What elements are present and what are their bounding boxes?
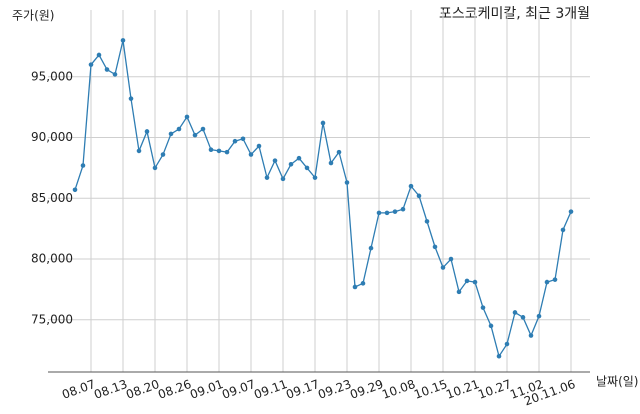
marker: [200, 126, 206, 132]
marker: [112, 72, 118, 77]
marker: [400, 206, 406, 212]
marker: [360, 281, 366, 286]
marker: [560, 227, 566, 233]
marker: [512, 310, 518, 315]
marker: [456, 289, 462, 295]
marker: [144, 129, 150, 134]
marker: [288, 161, 294, 167]
marker: [408, 183, 414, 189]
marker: [240, 136, 246, 142]
marker: [432, 244, 438, 250]
marker: [552, 277, 558, 282]
y-tick-label: 80,000: [31, 252, 73, 266]
marker: [264, 175, 270, 180]
marker: [504, 341, 510, 347]
marker: [152, 165, 158, 171]
marker: [88, 62, 94, 67]
marker: [208, 147, 214, 152]
marker: [120, 38, 126, 43]
marker: [136, 148, 142, 154]
marker: [368, 245, 374, 251]
marker: [184, 114, 190, 120]
x-axis-label: 날짜(일): [596, 375, 638, 389]
marker: [80, 163, 86, 168]
marker: [336, 149, 342, 155]
marker: [168, 131, 174, 137]
y-tick-label: 85,000: [31, 191, 73, 205]
chart-title: 포스코케미칼, 최근 3개월: [439, 6, 590, 22]
marker: [224, 149, 230, 155]
marker: [384, 210, 390, 216]
marker: [232, 138, 238, 144]
marker: [520, 315, 526, 320]
marker: [424, 219, 430, 224]
marker: [464, 278, 470, 284]
marker: [104, 67, 110, 72]
marker: [176, 126, 182, 132]
marker: [280, 176, 286, 182]
marker: [568, 209, 574, 214]
marker: [272, 158, 278, 163]
y-tick-label: 95,000: [31, 69, 73, 83]
marker: [248, 152, 254, 157]
marker: [448, 256, 454, 262]
y-axis-label: 주가(원): [12, 9, 54, 23]
marker: [320, 120, 326, 126]
marker: [488, 323, 494, 329]
marker: [328, 160, 334, 166]
marker: [344, 180, 350, 185]
marker: [544, 279, 550, 285]
y-tick-label: 75,000: [31, 312, 73, 326]
marker: [304, 165, 310, 171]
marker: [528, 333, 534, 338]
marker: [296, 155, 302, 161]
marker: [440, 265, 446, 270]
marker: [416, 193, 422, 199]
marker: [256, 143, 262, 149]
marker: [496, 353, 502, 359]
marker: [312, 175, 318, 180]
marker: [72, 187, 78, 193]
marker: [376, 210, 382, 216]
marker: [128, 96, 134, 101]
marker: [192, 132, 198, 138]
y-tick-label: 90,000: [31, 130, 73, 144]
marker: [392, 209, 398, 214]
marker: [536, 313, 542, 319]
marker: [480, 305, 486, 310]
marker: [472, 279, 478, 285]
marker: [352, 284, 358, 290]
marker: [160, 152, 166, 157]
marker: [96, 52, 102, 58]
marker: [216, 148, 222, 154]
